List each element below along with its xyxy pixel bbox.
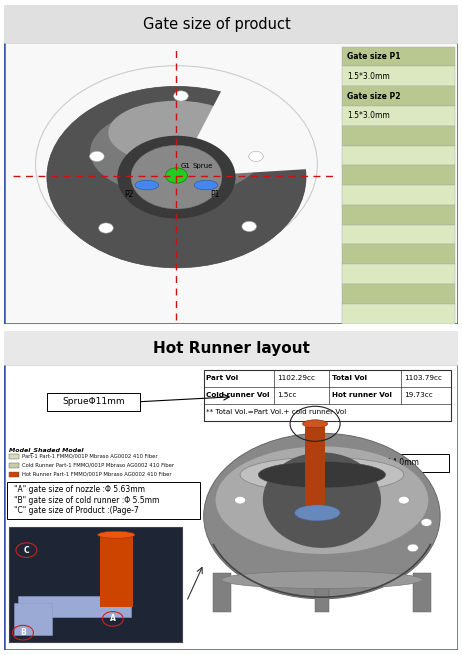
Circle shape (90, 151, 104, 162)
FancyBboxPatch shape (100, 536, 133, 607)
Circle shape (398, 496, 409, 504)
FancyBboxPatch shape (9, 454, 19, 458)
Ellipse shape (221, 571, 422, 588)
Ellipse shape (295, 505, 340, 521)
FancyBboxPatch shape (342, 106, 455, 126)
FancyBboxPatch shape (4, 5, 458, 43)
FancyBboxPatch shape (342, 225, 455, 244)
Text: Gate size P2: Gate size P2 (347, 92, 401, 101)
FancyBboxPatch shape (9, 462, 19, 468)
Text: P1: P1 (211, 190, 220, 199)
FancyBboxPatch shape (342, 47, 455, 66)
Text: Cold Runner Part-1 FMMO/001P Mbraso AG0002 410 Fiber: Cold Runner Part-1 FMMO/001P Mbraso AG00… (22, 462, 174, 468)
Text: 1103.79cc: 1103.79cc (404, 375, 442, 381)
FancyBboxPatch shape (413, 573, 431, 612)
FancyBboxPatch shape (342, 185, 455, 205)
Ellipse shape (108, 101, 245, 164)
Wedge shape (176, 87, 312, 177)
Text: C: C (24, 546, 29, 555)
Text: Hot Runner Part-1 FMMO/001P Mbraso AG0002 410 Fiber: Hot Runner Part-1 FMMO/001P Mbraso AG000… (22, 472, 171, 477)
Circle shape (421, 519, 432, 526)
FancyBboxPatch shape (14, 603, 52, 635)
Text: Cold runner Vol: Cold runner Vol (207, 392, 270, 398)
Text: Total Vol: Total Vol (332, 375, 367, 381)
Text: 1.5*3.0mm: 1.5*3.0mm (347, 111, 389, 121)
Text: Model_Shaded Model: Model_Shaded Model (9, 447, 84, 453)
FancyBboxPatch shape (342, 145, 455, 165)
Ellipse shape (263, 453, 381, 548)
FancyBboxPatch shape (342, 304, 455, 324)
Text: 1102.29cc: 1102.29cc (277, 375, 315, 381)
Ellipse shape (216, 446, 428, 554)
Text: Part Vol: Part Vol (207, 375, 238, 381)
Text: Hot runner Vol: Hot runner Vol (332, 392, 392, 398)
Ellipse shape (303, 420, 328, 428)
FancyBboxPatch shape (213, 573, 231, 612)
Ellipse shape (90, 107, 263, 196)
FancyBboxPatch shape (342, 86, 455, 106)
Circle shape (235, 496, 245, 504)
FancyBboxPatch shape (342, 66, 455, 86)
FancyBboxPatch shape (342, 165, 455, 185)
Ellipse shape (258, 462, 386, 488)
FancyBboxPatch shape (305, 427, 325, 506)
Circle shape (407, 544, 418, 552)
Text: ** Total Vol.=Part Vol.+ cold runner Vol: ** Total Vol.=Part Vol.+ cold runner Vol (207, 409, 346, 415)
FancyBboxPatch shape (9, 527, 182, 642)
FancyBboxPatch shape (342, 264, 455, 284)
Text: Part-1 Part-1 FMMO/001P Mbraso AG0002 410 Fiber: Part-1 Part-1 FMMO/001P Mbraso AG0002 41… (22, 454, 158, 458)
Text: G1: G1 (181, 163, 191, 169)
Circle shape (99, 223, 113, 233)
Text: 1.5*3.0mm: 1.5*3.0mm (347, 72, 389, 81)
Circle shape (174, 91, 188, 101)
Text: "C" gate size of Product :(Page-7: "C" gate size of Product :(Page-7 (14, 506, 139, 515)
FancyBboxPatch shape (342, 284, 455, 304)
FancyBboxPatch shape (342, 126, 455, 145)
Circle shape (117, 136, 236, 219)
Ellipse shape (240, 457, 404, 492)
Circle shape (165, 168, 188, 183)
FancyBboxPatch shape (4, 331, 458, 365)
Ellipse shape (97, 531, 135, 538)
Text: "A" gate size of nozzle :Φ 5.63mm: "A" gate size of nozzle :Φ 5.63mm (14, 485, 145, 494)
FancyBboxPatch shape (18, 596, 131, 616)
FancyBboxPatch shape (342, 244, 455, 264)
FancyBboxPatch shape (47, 392, 140, 411)
Text: Gate size of product: Gate size of product (144, 17, 291, 32)
Text: Hot Runner layout: Hot Runner layout (152, 341, 310, 356)
Ellipse shape (135, 180, 159, 190)
FancyBboxPatch shape (315, 573, 329, 612)
Ellipse shape (194, 180, 218, 190)
Text: 19.73cc: 19.73cc (404, 392, 433, 398)
Circle shape (242, 221, 256, 231)
Text: B: B (20, 628, 26, 637)
Text: P2: P2 (124, 190, 134, 199)
Text: Sprue: Sprue (192, 163, 213, 169)
FancyBboxPatch shape (263, 454, 449, 472)
Text: Gate size P1: Gate size P1 (347, 52, 401, 61)
Text: A: A (110, 614, 116, 624)
Text: 1.5cc: 1.5cc (277, 392, 297, 398)
FancyBboxPatch shape (342, 205, 455, 225)
Text: "B" gate size of cold runner :Φ 5.5mm: "B" gate size of cold runner :Φ 5.5mm (14, 496, 159, 504)
FancyBboxPatch shape (4, 5, 458, 324)
FancyBboxPatch shape (7, 481, 200, 519)
Text: Runner of Nozzle size :Φ14.0mm: Runner of Nozzle size :Φ14.0mm (293, 458, 419, 467)
Ellipse shape (204, 434, 440, 599)
Circle shape (47, 86, 306, 268)
FancyBboxPatch shape (204, 369, 451, 421)
FancyBboxPatch shape (9, 472, 19, 477)
Circle shape (249, 151, 263, 162)
Text: SprueΦ11mm: SprueΦ11mm (62, 398, 125, 406)
Circle shape (131, 145, 222, 209)
FancyBboxPatch shape (4, 331, 458, 650)
